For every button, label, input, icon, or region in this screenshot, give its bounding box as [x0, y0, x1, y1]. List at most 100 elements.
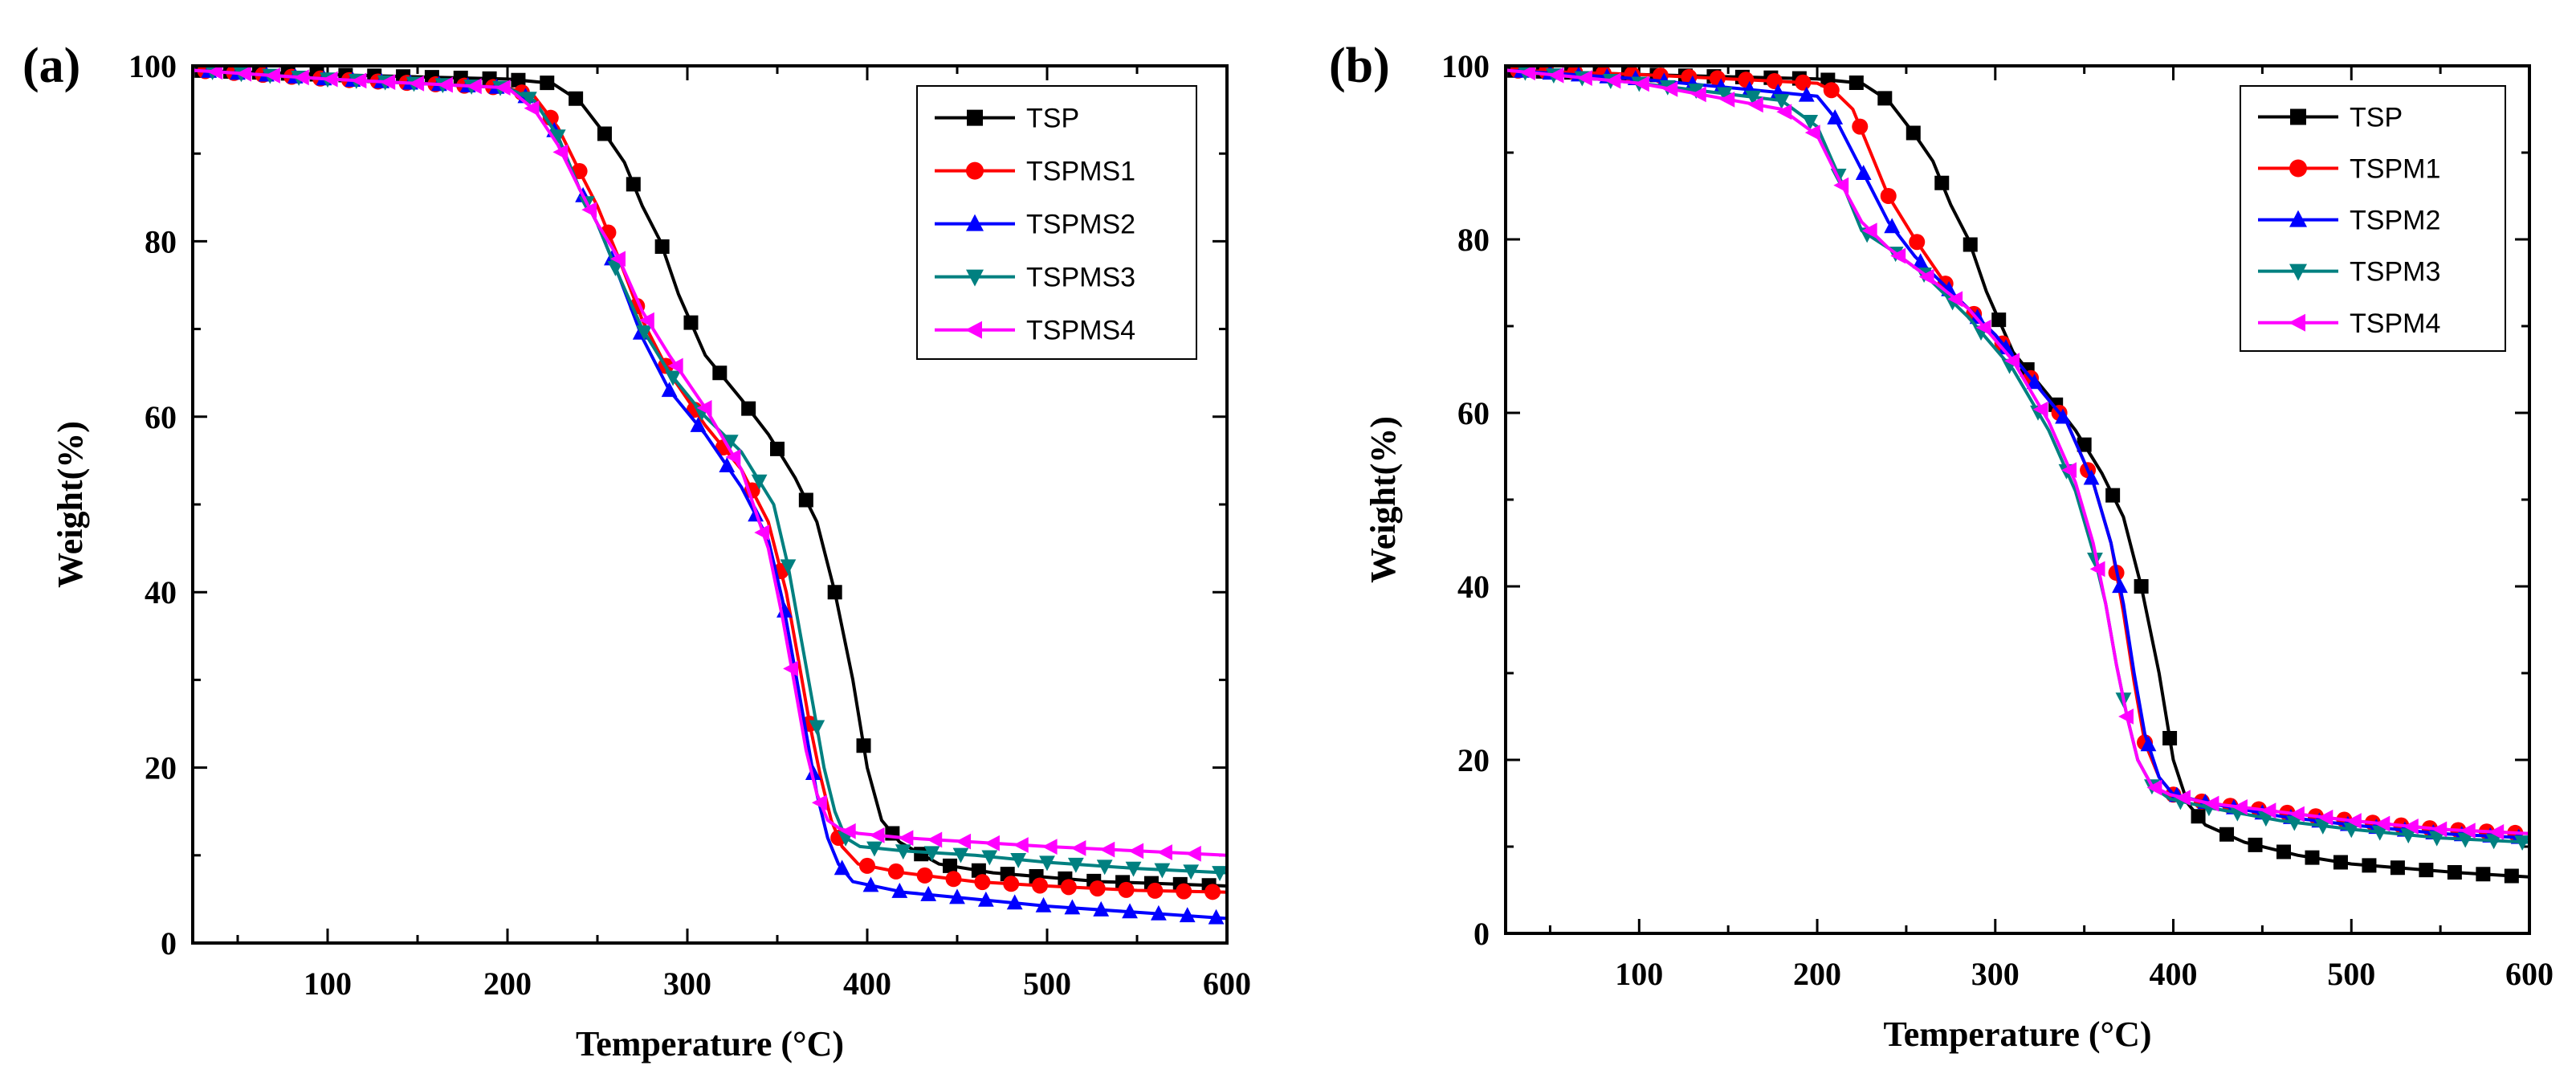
plot-area [193, 66, 1227, 925]
series-marker [1032, 877, 1049, 894]
legend-label: TSPM3 [2350, 257, 2440, 288]
legend-item-tspms3: TSPMS3 [935, 263, 1135, 293]
series-marker [1918, 268, 1934, 285]
legend-item-tsp: TSP [2258, 102, 2403, 133]
series-marker [1998, 339, 2014, 355]
series-marker [581, 202, 597, 218]
series-marker [1185, 845, 1201, 862]
series-marker [293, 69, 309, 86]
legend-marker [2289, 159, 2307, 178]
series-marker [2286, 815, 2303, 831]
legend-marker [2289, 263, 2307, 281]
legend-item-tspms4: TSPMS4 [935, 316, 1135, 346]
series-marker [1128, 843, 1144, 859]
series-marker [923, 846, 940, 862]
series-marker [869, 827, 885, 843]
series-marker [409, 75, 425, 92]
series-marker [2203, 795, 2219, 812]
series-marker [607, 261, 624, 276]
series-marker [974, 874, 991, 891]
x-axis-title: Temperature (°C) [1883, 1015, 2151, 1054]
series-marker [1827, 109, 1844, 125]
series-marker [236, 66, 252, 82]
series-marker [751, 474, 768, 490]
x-tick-label: 200 [483, 966, 532, 1002]
series-marker [1890, 247, 1906, 264]
y-tick-label: 40 [1457, 569, 1490, 605]
series-marker [2087, 552, 2103, 568]
series-marker [2390, 860, 2405, 876]
series-marker [1125, 861, 1142, 877]
x-tick-label: 100 [1615, 956, 1663, 992]
series-marker [2362, 858, 2377, 873]
series-marker [856, 738, 871, 753]
legend-marker [966, 269, 984, 287]
series-marker [520, 92, 537, 108]
series-marker [2419, 863, 2434, 878]
series-marker [2140, 736, 2157, 752]
series-marker [597, 126, 612, 141]
series-marker [1064, 899, 1081, 915]
series-marker [984, 835, 1000, 851]
series-marker [2175, 790, 2191, 806]
series-marker [466, 78, 482, 95]
series-marker [1003, 876, 1020, 892]
legend-item-tspms1: TSPMS1 [935, 157, 1135, 187]
series-marker [2146, 779, 2162, 796]
series-marker [1802, 115, 1819, 130]
panel-label: (a) [22, 39, 80, 93]
series-marker [495, 80, 511, 96]
series-marker [2289, 806, 2305, 823]
series-marker [1877, 91, 1893, 106]
y-axis-title: Weight(%) [1363, 416, 1403, 583]
series-marker [945, 871, 962, 888]
series-marker [891, 882, 908, 898]
series-marker [1912, 253, 1929, 269]
series-marker [1855, 165, 1872, 181]
series-marker [2504, 868, 2519, 884]
legend-label: TSP [1026, 104, 1079, 134]
y-tick-label: 80 [145, 223, 177, 259]
series-marker [2343, 823, 2360, 839]
series-marker [1039, 855, 1055, 872]
series-marker [1122, 903, 1138, 919]
series-marker [1010, 852, 1027, 868]
series-marker [2134, 579, 2149, 594]
series-marker [2317, 809, 2333, 826]
series-marker [722, 435, 739, 451]
series-marker [549, 129, 566, 145]
y-tick-label: 60 [145, 399, 177, 435]
series-marker [2488, 823, 2505, 840]
legend-marker [965, 320, 982, 339]
series-marker [690, 416, 707, 432]
series-marker [2403, 819, 2419, 835]
series-marker [1212, 866, 1227, 881]
series-marker [207, 66, 223, 80]
series-marker [1795, 74, 1812, 91]
series-marker [2431, 821, 2448, 838]
series-marker [1041, 839, 1058, 855]
y-tick-label: 40 [145, 574, 177, 610]
series-marker [1969, 308, 1986, 325]
legend-label: TSPM1 [2350, 154, 2440, 185]
series-marker [2077, 437, 2092, 452]
series-tspms4 [193, 66, 1227, 862]
series-marker [322, 71, 338, 88]
legend-label: TSPM4 [2350, 308, 2440, 339]
series-marker [1823, 82, 1840, 99]
series-marker [712, 365, 728, 381]
series-marker [783, 660, 799, 677]
series-marker [956, 833, 972, 850]
series-marker [809, 720, 825, 736]
series-marker [1157, 844, 1172, 860]
series-marker [661, 382, 678, 398]
legend: TSP TSPM1 TSPM2 TSPM3 TSPM4 [2240, 85, 2506, 352]
series-marker [2162, 731, 2178, 745]
series-marker [2333, 855, 2348, 870]
legend-marker [2289, 210, 2307, 227]
series-marker [977, 891, 994, 907]
panel-b: (b) 100 200 300 400 500 600 0 20 40 60 80 100 Tempera… [1329, 39, 2554, 1054]
y-tick-label: 80 [1457, 222, 1490, 258]
series-marker [1154, 863, 1171, 879]
legend-marker [967, 109, 983, 126]
